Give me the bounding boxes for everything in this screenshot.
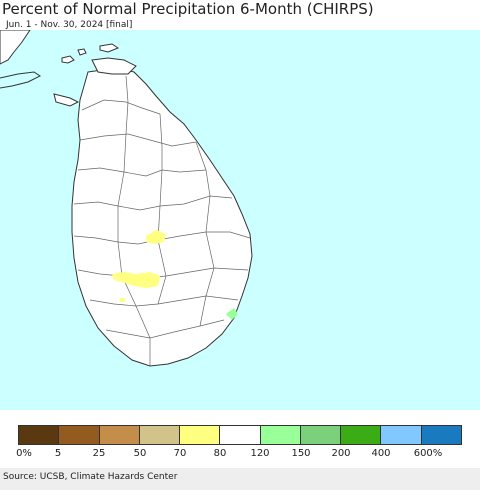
- legend-swatch: [381, 426, 422, 444]
- legend-label: 120: [250, 448, 270, 459]
- yellow-patches: [112, 230, 166, 302]
- legend-swatch: [139, 426, 181, 444]
- legend-label: 50: [133, 448, 147, 459]
- source-credit: Source: UCSB, Climate Hazards Center: [3, 472, 178, 482]
- map-title: Percent of Normal Precipitation 6-Month …: [2, 0, 374, 18]
- jaffna-peninsula: [91, 57, 137, 75]
- legend-swatch: [99, 426, 140, 444]
- island: [61, 55, 75, 64]
- legend-label: 80: [213, 448, 227, 459]
- legend-swatch: [260, 426, 301, 444]
- legend-label: 400: [371, 448, 391, 459]
- footer: Source: UCSB, Climate Hazards Center: [0, 468, 480, 490]
- legend-labels: 0% 5 25 50 70 80 120 150 200 400 600%: [0, 448, 480, 462]
- legend-bar: [18, 425, 462, 445]
- legend-label: 0%: [16, 448, 32, 459]
- india-coast-detail: [0, 71, 41, 89]
- legend-swatch: [180, 426, 221, 444]
- precipitation-map: [0, 30, 480, 410]
- india-coast: [0, 30, 31, 65]
- legend-label: 70: [173, 448, 187, 459]
- mannar-island: [53, 93, 80, 107]
- map-subtitle: Jun. 1 - Nov. 30, 2024 [final]: [6, 20, 133, 30]
- green-patch: [226, 308, 238, 320]
- legend-swatch: [300, 426, 342, 444]
- legend-label: 150: [291, 448, 311, 459]
- island: [99, 43, 120, 53]
- legend-swatch: [19, 426, 60, 444]
- legend-swatch: [421, 426, 461, 444]
- legend-swatch: [59, 426, 100, 444]
- legend-label: 200: [331, 448, 351, 459]
- legend-label: 25: [92, 448, 106, 459]
- legend-label: 600%: [413, 448, 443, 459]
- legend-swatch: [220, 426, 261, 444]
- legend-swatch: [341, 426, 382, 444]
- island: [77, 48, 87, 56]
- legend-label: 5: [54, 448, 62, 459]
